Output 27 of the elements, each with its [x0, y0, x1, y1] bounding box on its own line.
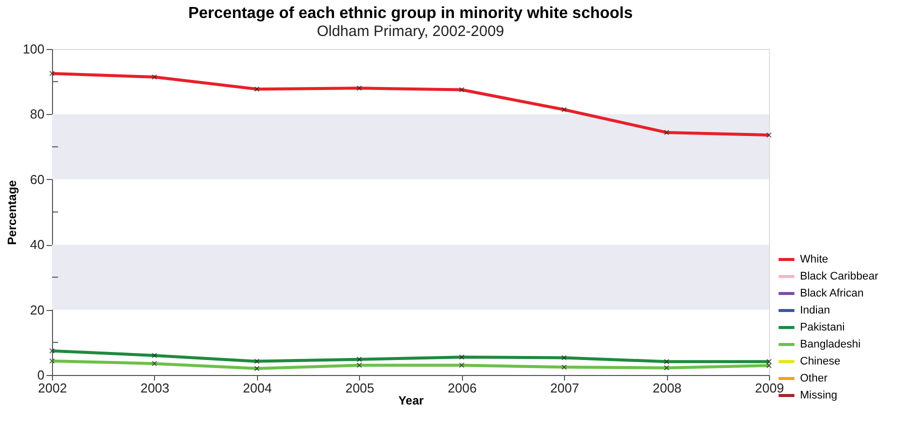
legend-label: Black Caribbear	[800, 270, 879, 282]
x-tick-label: 2008	[652, 380, 682, 396]
legend-label: Bangladeshi	[800, 338, 861, 350]
legend-label: Indian	[800, 304, 830, 316]
x-tick-label: 2005	[345, 380, 374, 396]
y-axis-title: Percentage	[4, 180, 19, 245]
x-tick-label: 2006	[448, 380, 477, 396]
legend-label: Black African	[800, 288, 864, 300]
legend-label: Missing	[800, 390, 838, 402]
legend-label: Pakistani	[800, 322, 845, 334]
x-tick-label: 2007	[550, 380, 580, 396]
y-tick-label: 20	[30, 302, 44, 318]
y-tick-label: 80	[30, 106, 44, 122]
legend-label: Other	[800, 372, 828, 384]
legend-label: Chinese	[800, 356, 840, 368]
legend-label: White	[800, 254, 828, 266]
chart-title: Percentage of each ethnic group in minority white schools	[188, 5, 633, 22]
x-tick-label: 2009	[755, 380, 784, 396]
x-tick-label: 2002	[38, 380, 67, 396]
x-tick-label: 2004	[242, 380, 272, 396]
x-tick-label: 2003	[140, 380, 170, 396]
y-tick-label: 40	[30, 237, 44, 252]
y-tick-label: 100	[22, 42, 44, 56]
chart-subtitle: Oldham Primary, 2002-2009	[316, 23, 504, 40]
y-tick-label: 60	[30, 172, 44, 187]
x-axis-title: Year	[398, 394, 424, 408]
y-tick-label: 0	[37, 368, 44, 382]
